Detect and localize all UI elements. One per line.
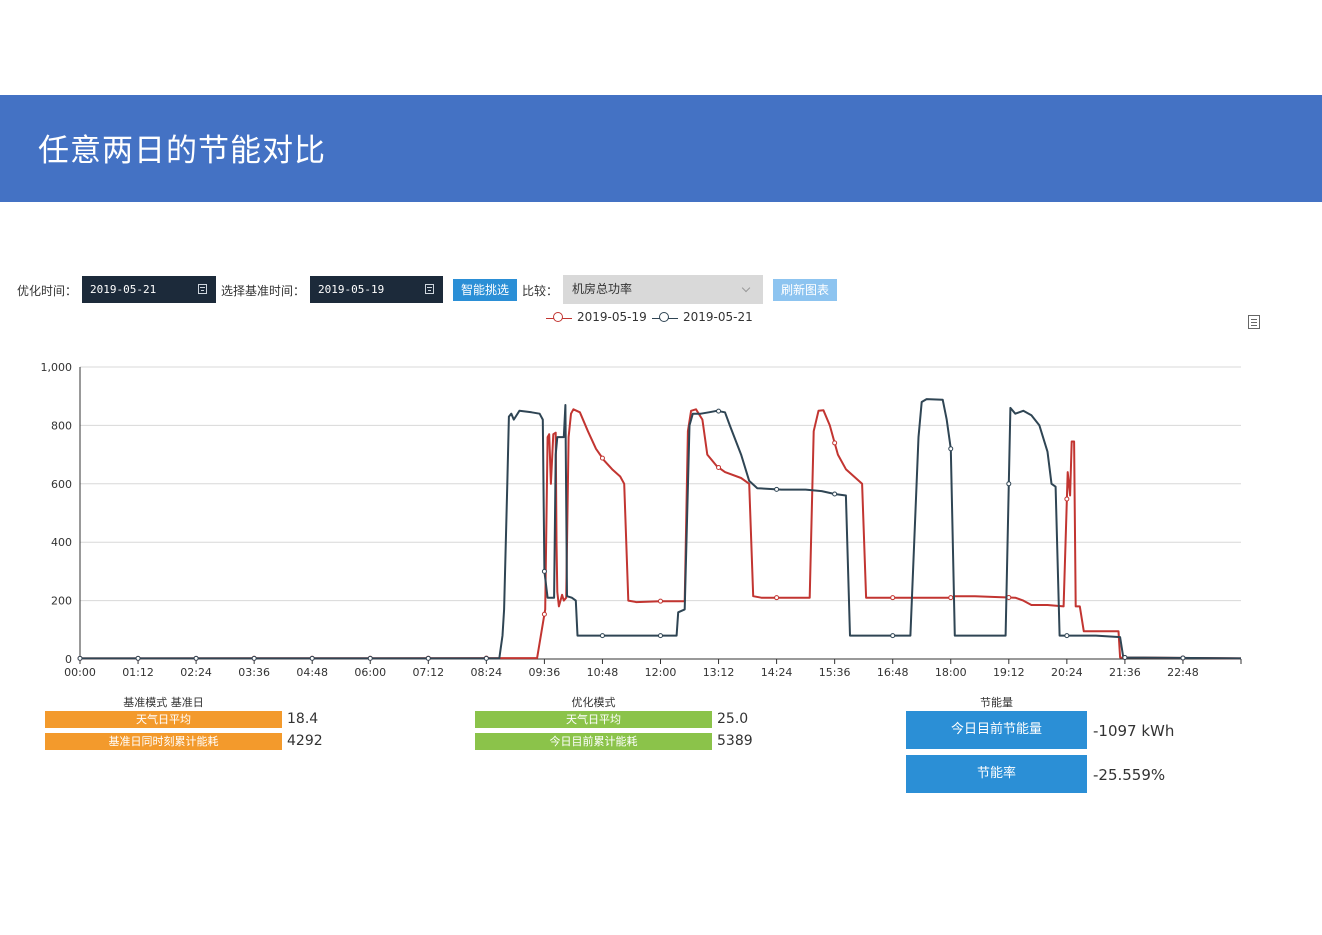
series-point-optimized bbox=[659, 634, 663, 638]
series-point-optimized bbox=[717, 409, 721, 413]
x-tick-label: 22:48 bbox=[1167, 666, 1199, 679]
baseline-cumulative-value: 4292 bbox=[287, 733, 323, 749]
x-tick-label: 09:36 bbox=[529, 666, 561, 679]
series-point-optimized bbox=[426, 656, 430, 660]
y-tick-label: 1,000 bbox=[41, 361, 73, 374]
series-point-baseline bbox=[833, 441, 837, 445]
series-point-baseline bbox=[775, 596, 779, 600]
baseline-weather-label: 天气日平均 bbox=[45, 711, 282, 728]
series-point-optimized bbox=[1065, 634, 1069, 638]
series-point-baseline bbox=[1065, 497, 1069, 501]
series-point-baseline bbox=[891, 596, 895, 600]
optimized-weather-label: 天气日平均 bbox=[475, 711, 712, 728]
series-point-optimized bbox=[1181, 656, 1185, 660]
series-point-optimized bbox=[252, 656, 256, 660]
series-point-baseline bbox=[600, 456, 604, 460]
series-point-optimized bbox=[1007, 482, 1011, 486]
baseline-cumulative-label: 基准日同时刻累计能耗 bbox=[45, 733, 282, 750]
x-tick-label: 06:00 bbox=[354, 666, 386, 679]
x-tick-label: 02:24 bbox=[180, 666, 212, 679]
x-tick-label: 15:36 bbox=[819, 666, 851, 679]
x-tick-label: 12:00 bbox=[645, 666, 677, 679]
y-tick-label: 800 bbox=[51, 419, 72, 432]
series-point-optimized bbox=[78, 656, 82, 660]
series-point-optimized bbox=[310, 656, 314, 660]
x-tick-label: 08:24 bbox=[470, 666, 502, 679]
x-tick-label: 00:00 bbox=[64, 666, 96, 679]
savings-panel-title: 节能量 bbox=[906, 694, 1087, 710]
series-point-optimized bbox=[542, 569, 546, 573]
optimized-cumulative-label: 今日目前累计能耗 bbox=[475, 733, 712, 750]
series-point-optimized bbox=[949, 447, 953, 451]
series-point-baseline bbox=[949, 596, 953, 600]
y-tick-label: 200 bbox=[51, 595, 72, 608]
optimized-panel-title: 优化模式 bbox=[475, 694, 712, 710]
baseline-panel-title: 基准模式 基准日 bbox=[45, 694, 282, 710]
baseline-weather-value: 18.4 bbox=[287, 711, 318, 727]
saving-rate-value: -25.559% bbox=[1093, 766, 1165, 784]
optimized-cumulative-value: 5389 bbox=[717, 733, 753, 749]
optimized-weather-value: 25.0 bbox=[717, 711, 748, 727]
series-point-optimized bbox=[833, 492, 837, 496]
x-tick-label: 07:12 bbox=[412, 666, 444, 679]
series-point-baseline bbox=[717, 465, 721, 469]
series-point-baseline bbox=[659, 599, 663, 603]
series-point-optimized bbox=[600, 634, 604, 638]
x-tick-label: 10:48 bbox=[587, 666, 619, 679]
series-point-optimized bbox=[775, 487, 779, 491]
series-point-optimized bbox=[194, 656, 198, 660]
x-tick-label: 18:00 bbox=[935, 666, 967, 679]
power-comparison-chart: 0 200 400 600 800 1,000 00:00 01:12 02:24 03:36 04… bbox=[0, 0, 1322, 700]
series-point-baseline bbox=[542, 612, 546, 616]
x-tick-label: 13:12 bbox=[703, 666, 735, 679]
x-tick-label: 03:36 bbox=[238, 666, 270, 679]
x-tick-label: 19:12 bbox=[993, 666, 1025, 679]
x-tick-label: 01:12 bbox=[122, 666, 154, 679]
series-point-optimized bbox=[368, 656, 372, 660]
today-saving-value: -1097 kWh bbox=[1093, 722, 1174, 740]
today-saving-label: 今日目前节能量 bbox=[906, 711, 1087, 749]
x-tick-label: 04:48 bbox=[296, 666, 328, 679]
x-tick-label: 14:24 bbox=[761, 666, 793, 679]
y-tick-label: 600 bbox=[51, 478, 72, 491]
series-point-optimized bbox=[1123, 656, 1127, 660]
series-point-optimized bbox=[136, 656, 140, 660]
series-point-optimized bbox=[484, 656, 488, 660]
series-point-optimized bbox=[891, 634, 895, 638]
series-line-baseline bbox=[80, 409, 1241, 658]
saving-rate-label: 节能率 bbox=[906, 755, 1087, 793]
y-tick-label: 0 bbox=[65, 653, 72, 666]
x-tick-label: 21:36 bbox=[1109, 666, 1141, 679]
x-tick-label: 20:24 bbox=[1051, 666, 1083, 679]
y-tick-label: 400 bbox=[51, 536, 72, 549]
x-tick-label: 16:48 bbox=[877, 666, 909, 679]
